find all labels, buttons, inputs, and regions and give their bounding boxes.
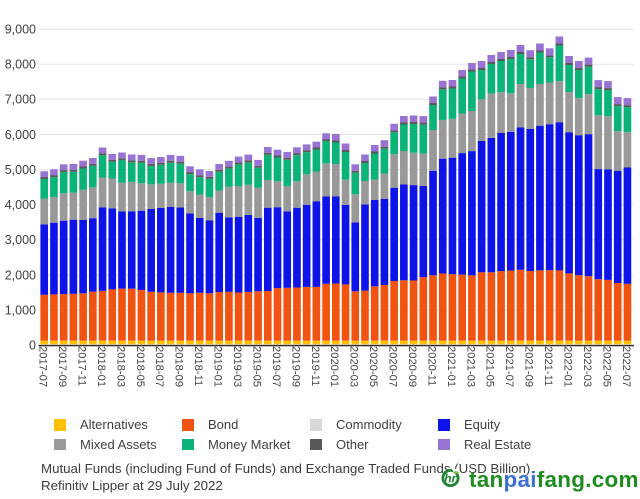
svg-text:2017-09: 2017-09 [56,346,68,387]
svg-text:2018-01: 2018-01 [95,346,107,387]
svg-text:2019-03: 2019-03 [231,346,243,387]
svg-text:2019-09: 2019-09 [289,346,301,387]
svg-text:2020-05: 2020-05 [367,346,379,387]
svg-text:2017-11: 2017-11 [76,346,88,386]
svg-text:hr: hr [444,472,457,486]
svg-text:2020-01: 2020-01 [328,346,340,387]
svg-text:2022-07: 2022-07 [620,346,632,387]
svg-text:2021-05: 2021-05 [484,346,496,387]
svg-text:2021-03: 2021-03 [464,346,476,387]
svg-text:2019-05: 2019-05 [250,346,262,387]
svg-text:2018-05: 2018-05 [134,346,146,387]
svg-text:2019-11: 2019-11 [309,346,321,386]
svg-text:2020-03: 2020-03 [348,346,360,387]
svg-text:2020-07: 2020-07 [387,346,399,387]
svg-text:2020-09: 2020-09 [406,346,418,387]
svg-text:5,000: 5,000 [5,163,36,177]
svg-text:2018-03: 2018-03 [114,346,126,387]
svg-text:2018-07: 2018-07 [153,346,165,387]
svg-text:2018-09: 2018-09 [173,346,185,387]
svg-text:2017-07: 2017-07 [37,346,49,387]
svg-text:2021-09: 2021-09 [523,346,535,387]
svg-text:2022-03: 2022-03 [581,346,593,387]
svg-text:4,000: 4,000 [5,198,36,212]
svg-text:9,000: 9,000 [5,22,36,36]
svg-text:tanpaifang.com: tanpaifang.com [469,467,639,492]
svg-text:7,000: 7,000 [5,93,36,107]
svg-text:8,000: 8,000 [5,58,36,72]
svg-text:2022-01: 2022-01 [562,346,574,387]
svg-text:2021-11: 2021-11 [542,346,554,386]
svg-text:2018-11: 2018-11 [192,346,204,386]
svg-text:2021-01: 2021-01 [445,346,457,387]
svg-text:2022-05: 2022-05 [600,346,612,387]
svg-text:2019-07: 2019-07 [270,346,282,387]
svg-text:2,000: 2,000 [5,268,36,282]
svg-text:6,000: 6,000 [5,128,36,142]
svg-text:0: 0 [29,339,36,353]
svg-text:2020-11: 2020-11 [425,346,437,386]
svg-text:3,000: 3,000 [5,233,36,247]
svg-text:2021-07: 2021-07 [503,346,515,387]
svg-text:1,000: 1,000 [5,304,36,318]
svg-text:2019-01: 2019-01 [212,346,224,387]
